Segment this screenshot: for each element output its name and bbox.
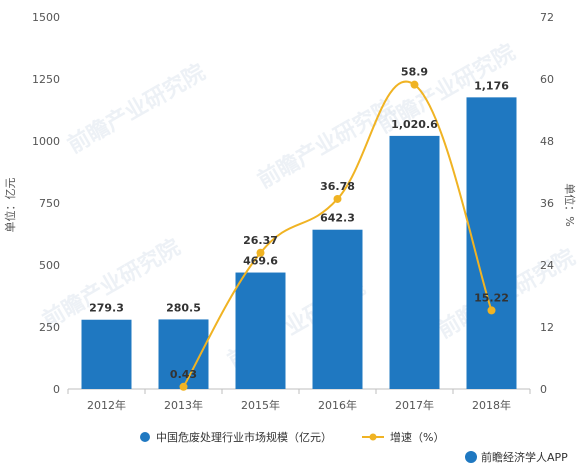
y-tick-right: 12 <box>540 321 554 334</box>
line-label: 0.43 <box>170 368 197 381</box>
bar-label: 1,020.6 <box>391 118 438 131</box>
legend-line-dot <box>369 433 377 441</box>
left-axis: 0 250 500 750 1000 1250 1500 <box>32 11 60 396</box>
growth-rate-points <box>179 80 496 391</box>
y-axis-title-right: 单位：% <box>563 183 577 226</box>
bar-data-labels: 279.3 280.5 469.6 642.3 1,020.6 1,176 <box>89 79 509 314</box>
x-tick-label: 2018年 <box>472 398 511 412</box>
line-point <box>333 194 342 203</box>
line-point <box>410 80 419 89</box>
y-tick-left: 250 <box>39 321 60 334</box>
line-label: 58.9 <box>401 66 428 79</box>
watermark-text: 前瞻产业研究院 <box>38 234 184 334</box>
y-tick-left: 1250 <box>32 73 60 86</box>
x-tick-label: 2016年 <box>318 398 357 412</box>
legend: 中国危废处理行业市场规模（亿元） 增速（%） <box>140 430 444 444</box>
bar <box>235 272 286 389</box>
bar <box>312 229 363 389</box>
legend-bar-label: 中国危废处理行业市场规模（亿元） <box>156 430 332 444</box>
bar <box>81 319 132 389</box>
line-label: 36.78 <box>320 180 355 193</box>
line-point <box>179 382 188 391</box>
growth-rate-line <box>182 80 493 388</box>
y-tick-left: 750 <box>39 197 60 210</box>
line-label: 26.37 <box>243 234 278 247</box>
y-tick-left: 0 <box>53 383 60 396</box>
y-tick-right: 24 <box>540 259 554 272</box>
watermark-text: 前瞻产业研究院 <box>63 59 209 159</box>
source-logo-icon <box>465 451 477 463</box>
bar-label: 1,176 <box>474 79 509 92</box>
x-axis: 2012年 2013年 2015年 2016年 2017年 2018年 <box>67 389 531 412</box>
bar-label: 279.3 <box>89 302 124 315</box>
x-tick-label: 2012年 <box>87 398 126 412</box>
legend-line-label: 增速（%） <box>390 430 444 444</box>
y-tick-right: 72 <box>540 11 554 24</box>
y-tick-right: 0 <box>540 383 547 396</box>
y-tick-right: 36 <box>540 197 554 210</box>
bar-label: 642.3 <box>320 212 355 225</box>
y-tick-left: 500 <box>39 259 60 272</box>
line-label: 15.22 <box>474 291 509 304</box>
y-axis-title-left: 单位：亿元 <box>3 178 17 233</box>
x-tick-label: 2017年 <box>395 398 434 412</box>
bar <box>466 97 517 390</box>
y-tick-left: 1000 <box>32 135 60 148</box>
x-tick-label: 2013年 <box>164 398 203 412</box>
right-axis: 0 12 24 36 48 60 72 <box>540 11 554 396</box>
line-data-labels: 0.43 26.37 36.78 58.9 15.22 <box>170 66 509 381</box>
bar-label: 280.5 <box>166 301 201 314</box>
y-tick-left: 1500 <box>32 11 60 24</box>
x-tick-label: 2015年 <box>241 398 280 412</box>
bar-label: 469.6 <box>243 255 278 268</box>
line-point <box>256 248 265 257</box>
source-note: 前瞻经济学人APP <box>465 450 568 464</box>
source-text: 前瞻经济学人APP <box>481 450 568 464</box>
y-tick-right: 60 <box>540 73 554 86</box>
legend-bar-marker <box>140 432 150 442</box>
watermark-text: 前瞻产业研究院 <box>253 94 399 194</box>
bar <box>389 135 440 389</box>
y-tick-right: 48 <box>540 135 554 148</box>
line-point <box>487 306 496 315</box>
bar-series <box>81 97 517 390</box>
